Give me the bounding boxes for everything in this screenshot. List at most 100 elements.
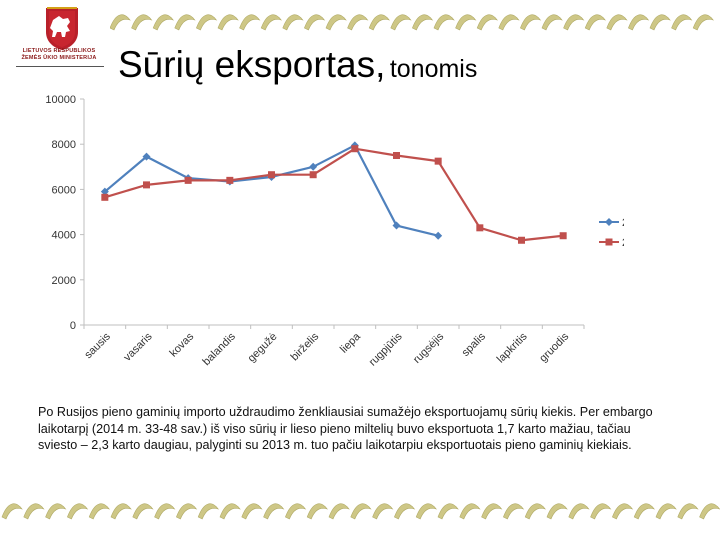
border-ornament — [568, 503, 590, 520]
border-ornament — [174, 14, 196, 31]
border-ornament — [655, 503, 677, 520]
border-ornament — [110, 14, 131, 31]
border-ornament — [328, 503, 350, 520]
border-ornament — [197, 503, 220, 520]
border-ornament — [350, 503, 372, 520]
border-ornament — [590, 503, 612, 520]
border-ornament — [239, 14, 261, 31]
data-point-2013 — [184, 176, 192, 184]
border-ornament — [437, 503, 459, 520]
border-ornament — [285, 503, 307, 520]
border-ornament — [45, 503, 67, 520]
data-point-2013 — [226, 176, 234, 184]
border-ornament — [347, 14, 369, 31]
slide-title: Sūrių eksportas, tonomis — [118, 44, 477, 86]
border-ornament — [459, 503, 481, 520]
border-ornament — [520, 14, 542, 31]
top-decorative-border — [110, 14, 715, 31]
legend-label-2013: 2013 — [622, 237, 624, 249]
y-tick-label: 6000 — [52, 184, 76, 196]
logo-caption-line2: ŽEMĖS ŪKIO MINISTERIJA — [21, 54, 97, 61]
x-tick-label: vasaris — [121, 330, 154, 363]
border-ornament — [498, 14, 520, 31]
border-ornament — [481, 503, 503, 520]
legend-label-2014: 2014 — [622, 217, 624, 229]
border-ornament — [219, 503, 241, 520]
border-ornament — [546, 503, 568, 520]
title-sub: tonomis — [389, 55, 478, 83]
border-ornament — [476, 14, 499, 31]
y-tick-label: 0 — [70, 320, 76, 332]
y-tick-label: 2000 — [52, 275, 76, 287]
x-tick-label: liepa — [338, 330, 364, 356]
x-tick-label: rugpjūtis — [367, 330, 405, 368]
legend-marker-2013 — [605, 238, 613, 246]
data-point-2013 — [476, 224, 484, 232]
border-ornament — [394, 503, 416, 520]
logo-caption: LIETUVOS RESPUBLIKOS ŽEMĖS ŪKIO MINISTER… — [14, 48, 104, 61]
data-point-2014 — [309, 162, 318, 171]
legend-marker-2014 — [605, 218, 613, 226]
data-point-2014 — [392, 221, 401, 230]
title-main: Sūrių eksportas, — [118, 44, 386, 85]
ministry-logo — [16, 6, 108, 76]
border-ornament — [692, 14, 715, 31]
border-ornament — [176, 503, 198, 520]
border-ornament — [563, 14, 585, 31]
x-tick-label: gegužė — [246, 331, 280, 365]
y-tick-label: 8000 — [52, 139, 76, 151]
border-ornament — [152, 14, 175, 31]
x-tick-label: kovas — [167, 330, 196, 359]
border-ornament — [415, 503, 438, 520]
line-chart: 0 2000 4000 6000 8000 10000 sausis vasaris kovas… — [45, 94, 624, 369]
border-ornament — [433, 14, 455, 31]
x-tick-label: rugsėjis — [411, 330, 447, 366]
data-point-2014 — [142, 152, 151, 161]
data-point-2013 — [434, 157, 442, 165]
border-ornament — [628, 14, 650, 31]
x-tick-label: balandis — [200, 330, 238, 368]
coat-of-arms-icon — [46, 7, 78, 50]
series-line-2014 — [104, 144, 439, 237]
data-point-2014 — [100, 187, 109, 196]
x-tick-label: lapkritis — [495, 330, 530, 365]
border-ornament — [154, 503, 176, 520]
border-ornament — [606, 14, 628, 31]
x-tick-label: gruodis — [537, 330, 571, 364]
border-ornament — [390, 14, 412, 31]
logo-caption-line1: LIETUVOS RESPUBLIKOS — [22, 48, 96, 54]
series-line-2013 — [104, 147, 564, 242]
data-point-2013 — [143, 181, 150, 189]
border-ornament — [131, 14, 153, 31]
data-point-2013 — [351, 145, 359, 153]
x-tick-label: birželis — [289, 330, 322, 363]
border-ornament — [23, 503, 45, 520]
border-ornament — [412, 14, 434, 31]
bottom-decorative-border — [1, 503, 720, 520]
border-ornament — [677, 503, 699, 520]
border-ornament — [633, 503, 656, 520]
border-ornament — [304, 14, 326, 31]
border-ornament — [541, 14, 563, 31]
logo-divider — [16, 66, 104, 67]
x-tick-label: sausis — [82, 330, 113, 361]
border-ornament — [671, 14, 693, 31]
border-ornament — [263, 503, 285, 520]
border-ornament — [260, 14, 283, 31]
border-ornament — [67, 503, 89, 520]
border-ornament — [584, 14, 607, 31]
data-point-2013 — [559, 232, 567, 240]
border-ornament — [699, 503, 720, 520]
data-point-2013 — [101, 193, 109, 201]
y-tick-label: 10000 — [45, 94, 76, 106]
border-ornament — [649, 14, 671, 31]
data-point-2013 — [393, 152, 400, 159]
border-ornament — [282, 14, 304, 31]
data-point-2014 — [434, 231, 443, 240]
border-ornament — [455, 14, 477, 31]
border-ornament — [368, 14, 391, 31]
x-tick-label: spalis — [460, 330, 489, 359]
border-ornament — [612, 503, 634, 520]
border-ornament — [132, 503, 154, 520]
border-ornament — [503, 503, 525, 520]
